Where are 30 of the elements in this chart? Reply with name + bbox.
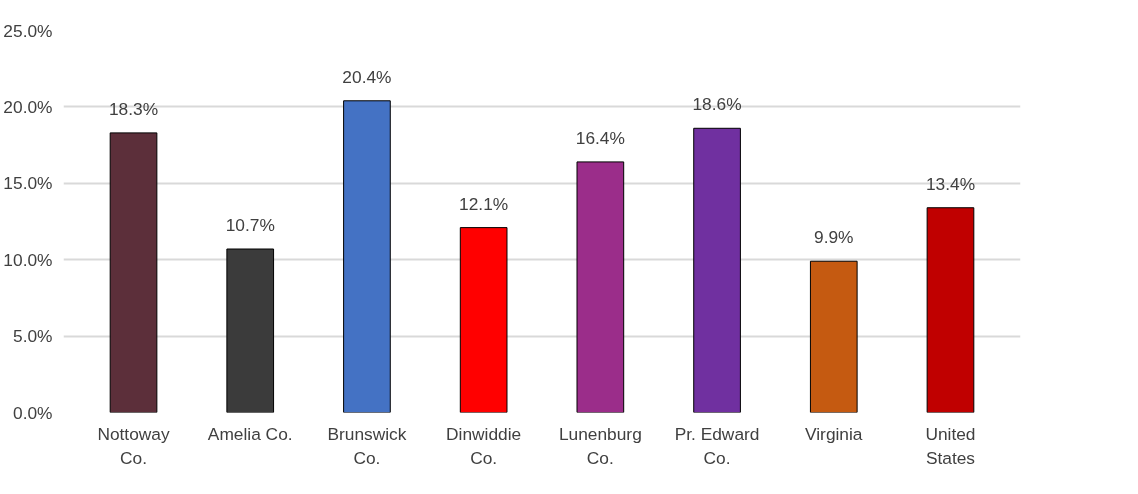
data-label: 12.1%	[459, 193, 509, 214]
x-tick-label: United States	[925, 423, 976, 468]
x-tick-label: Pr. Edward Co.	[674, 423, 760, 468]
data-label: 10.7%	[225, 215, 275, 235]
bar	[109, 132, 158, 413]
bar	[693, 127, 741, 413]
data-label: 16.4%	[575, 127, 625, 148]
data-label: 18.6%	[692, 94, 742, 115]
data-label: 13.4%	[925, 173, 976, 194]
bar	[926, 207, 975, 413]
x-tick-label: Lunenburg Co.	[558, 423, 642, 468]
bar	[459, 227, 508, 413]
y-tick-label: 5.0%	[13, 326, 53, 347]
y-tick-label: 10.0%	[3, 249, 53, 270]
bar	[809, 260, 858, 413]
y-tick-label: 15.0%	[3, 173, 53, 194]
x-tick-label: Nottoway Co.	[97, 423, 170, 468]
bar	[576, 161, 625, 413]
data-label: 18.3%	[108, 98, 159, 119]
x-tick-label: Dinwiddie Co.	[446, 423, 522, 468]
x-tick-label: Virginia	[805, 423, 863, 444]
y-tick-label: 25.0%	[3, 20, 53, 41]
x-tick-label: Brunswick Co.	[327, 423, 407, 468]
x-tick-label: Amelia Co.	[207, 423, 293, 444]
bar	[343, 100, 391, 413]
data-label: 20.4%	[342, 66, 392, 87]
bar	[226, 248, 275, 413]
y-tick-label: 20.0%	[3, 96, 53, 117]
y-tick-label: 0.0%	[13, 402, 53, 423]
data-label: 9.9%	[814, 227, 854, 248]
